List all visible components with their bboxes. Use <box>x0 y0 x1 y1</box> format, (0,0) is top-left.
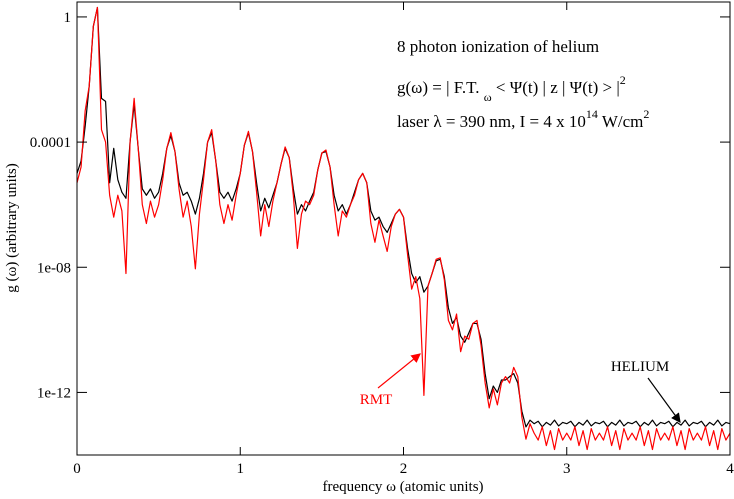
annotation-part: 8 photon ionization of helium <box>397 37 599 56</box>
series-line <box>77 6 730 451</box>
rmt-arrow <box>377 353 421 389</box>
x-axis-label: frequency ω (atomic units) <box>322 479 483 495</box>
x-tick-label: 1 <box>237 461 245 477</box>
helium-label: HELIUM <box>611 359 669 375</box>
annotation-part: ω <box>484 90 492 104</box>
x-tick-label: 2 <box>400 461 408 477</box>
y-tick-label: 1e-08 <box>37 260 71 276</box>
annotation: g(ω) = | F.T. ω < Ψ(t) | z | Ψ(t) > |2 <box>397 73 626 104</box>
annotation: laser λ = 390 nm, I = 4 x 1014 W/cm2 <box>397 107 649 131</box>
y-axis-label: g (ω) (arbitrary units) <box>4 163 20 292</box>
plot-frame <box>76 1 731 456</box>
x-tick-label: 0 <box>73 461 81 477</box>
annotation-part: g(ω) = | F.T. <box>397 78 484 97</box>
annotation-part: W/cm <box>598 112 643 131</box>
x-tick-label: 3 <box>563 461 571 477</box>
plot-lines <box>77 6 730 451</box>
annotation-part: 2 <box>643 107 649 121</box>
annotation-part: laser λ = 390 nm, I = 4 x 10 <box>397 112 586 131</box>
x-tick-label: 4 <box>726 461 734 477</box>
annotation-part: < Ψ(t) | z | Ψ(t) > | <box>492 78 620 97</box>
y-tick-label: 1 <box>64 10 72 26</box>
y-tick-label: 0.0001 <box>30 135 71 151</box>
annotation-part: 14 <box>586 107 598 121</box>
helium-arrow <box>647 377 681 423</box>
annotation: 8 photon ionization of helium <box>397 37 599 56</box>
rmt-label: RMT <box>360 392 393 408</box>
y-tick-label: 1e-12 <box>37 385 71 401</box>
annotation-part: 2 <box>620 73 626 87</box>
